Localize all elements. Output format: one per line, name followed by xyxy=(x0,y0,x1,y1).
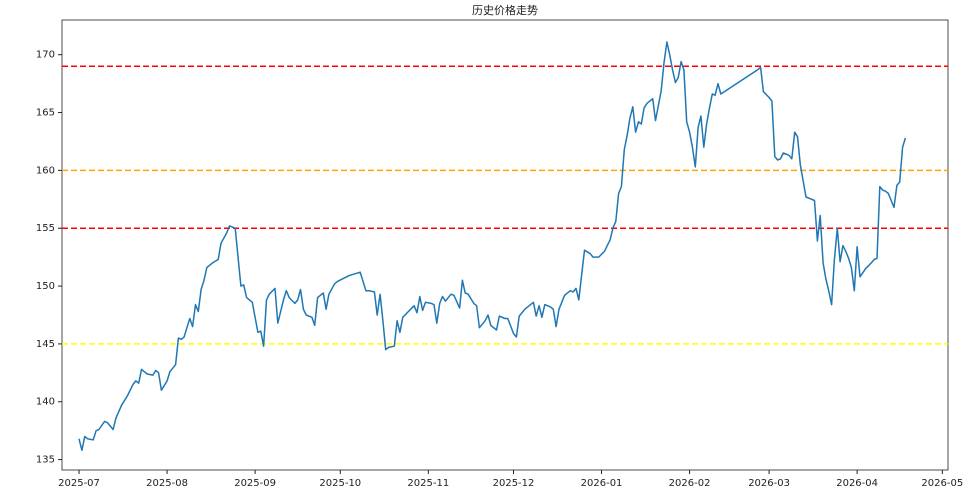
x-tick-label: 2026-05 xyxy=(921,478,963,489)
y-tick-label: 150 xyxy=(36,281,55,292)
y-tick-label: 135 xyxy=(36,455,55,466)
x-tick-label: 2025-08 xyxy=(146,478,188,489)
y-tick-label: 165 xyxy=(36,108,55,119)
x-tick-label: 2026-04 xyxy=(836,478,878,489)
x-tick-label: 2025-11 xyxy=(407,478,449,489)
x-tick-label: 2026-01 xyxy=(581,478,623,489)
x-tick-label: 2025-10 xyxy=(319,478,361,489)
plot-frame xyxy=(61,19,949,471)
price-line xyxy=(78,41,907,452)
y-tick-label: 145 xyxy=(36,339,55,350)
y-tick-label: 160 xyxy=(36,165,55,176)
y-tick-label: 170 xyxy=(36,50,55,61)
chart-title: 历史价格走势 xyxy=(472,3,538,17)
y-tick-label: 155 xyxy=(36,223,55,234)
x-tick-label: 2026-02 xyxy=(669,478,711,489)
y-tick-label: 140 xyxy=(36,397,55,408)
x-tick-label: 2026-03 xyxy=(748,478,790,489)
x-tick-label: 2025-07 xyxy=(58,478,100,489)
x-tick-label: 2025-12 xyxy=(493,478,535,489)
x-tick-label: 2025-09 xyxy=(234,478,276,489)
